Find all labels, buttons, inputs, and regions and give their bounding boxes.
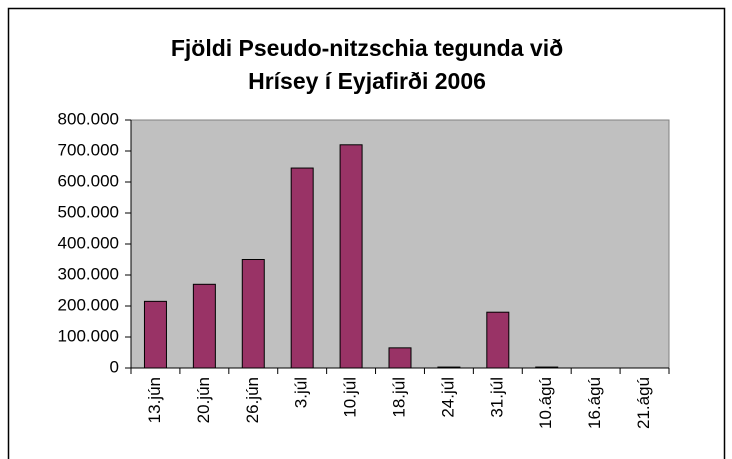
- y-tick-label: 100.000: [58, 326, 119, 345]
- bar: [535, 366, 559, 369]
- y-tick-label: 200.000: [58, 295, 119, 314]
- y-tick-label: 800.000: [58, 109, 119, 128]
- x-tick-label: 31.júl: [487, 377, 506, 418]
- x-tick-label: 13.jún: [145, 377, 164, 423]
- x-tick-label: 16.ágú: [585, 377, 604, 429]
- y-tick-label: 0: [110, 357, 119, 376]
- y-tick-label: 300.000: [58, 264, 119, 283]
- x-tick-label: 3.júl: [292, 377, 311, 408]
- chart-title: Fjöldi Pseudo-nitzschia tegunda við: [171, 35, 563, 61]
- x-tick-label: 24.júl: [438, 377, 457, 418]
- bar: [143, 300, 167, 369]
- x-tick-label: 21.ágú: [634, 377, 653, 429]
- x-tick-label: 10.júl: [341, 377, 360, 418]
- bar: [486, 311, 510, 369]
- x-tick-label: 18.júl: [389, 377, 408, 418]
- plot-area: [130, 119, 670, 369]
- y-tick-label: 600.000: [58, 171, 119, 190]
- bar: [241, 259, 265, 369]
- y-tick-label: 500.000: [58, 202, 119, 221]
- bar: [192, 283, 216, 369]
- x-tick-label: 26.jún: [243, 377, 262, 423]
- x-tick-label: 20.jún: [194, 377, 213, 423]
- bar: [437, 366, 461, 369]
- bar: [290, 167, 314, 369]
- chart-title: Hrísey í Eyjafirði 2006: [248, 68, 486, 94]
- bar: [339, 144, 363, 369]
- y-tick-label: 400.000: [58, 233, 119, 252]
- x-tick-label: 10.ágú: [536, 377, 555, 429]
- bar: [388, 347, 412, 369]
- y-tick-label: 700.000: [58, 140, 119, 159]
